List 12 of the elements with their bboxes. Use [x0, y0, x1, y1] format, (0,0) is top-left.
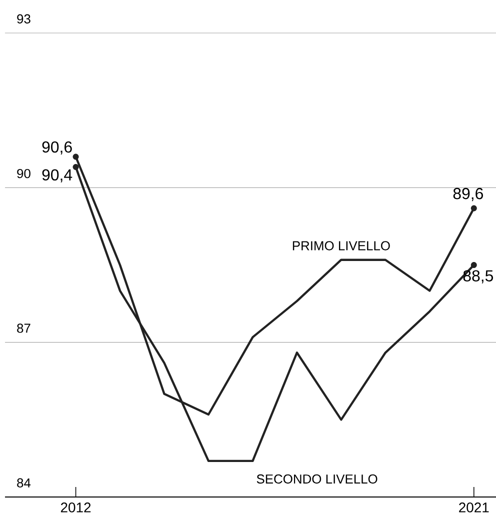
- y-tick-label: 87: [17, 324, 30, 333]
- data-label: 88,5: [463, 270, 494, 284]
- series-label: PRIMO LIVELLO: [292, 241, 390, 250]
- y-tick-label: 84: [17, 478, 31, 488]
- x-tick-label: 2021: [459, 502, 489, 512]
- data-label: 90,6: [42, 141, 72, 155]
- data-label: 90,4: [42, 169, 72, 182]
- y-tick-label: 93: [17, 14, 30, 24]
- x-tick-label: 2012: [60, 502, 91, 512]
- y-tick-label: 90: [17, 168, 30, 178]
- data-label: 89,6: [453, 188, 483, 202]
- series-label: SECONDO LIVELLO: [256, 474, 378, 484]
